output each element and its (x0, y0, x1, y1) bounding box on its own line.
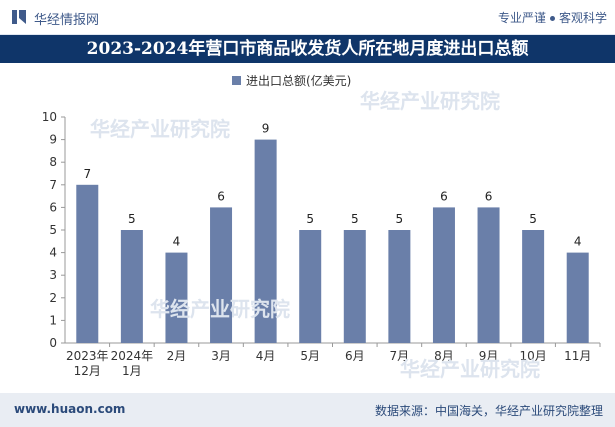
y-tick-label: 0 (49, 336, 57, 350)
bar (76, 184, 99, 343)
bar (566, 252, 589, 343)
chart-title: 2023-2024年营口市商品收发货人所在地月度进出口总额 (0, 35, 615, 63)
y-tick-label: 9 (49, 133, 57, 147)
legend-label: 进出口总额(亿美元) (246, 73, 351, 88)
x-tick-label: 10月 (519, 349, 546, 363)
x-tick-label: 3月 (211, 349, 231, 363)
bar (210, 207, 233, 343)
y-tick-label: 10 (42, 110, 57, 124)
x-tick-label: 9月 (479, 349, 499, 363)
x-tick-label: 8月 (434, 349, 454, 363)
y-tick-label: 2 (49, 291, 57, 305)
bar-chart: 进出口总额(亿美元) 0 1 2 3 4 5 6 7 8 9 10 7 2023年 12月 5 2024年 1月 4… (42, 73, 601, 378)
y-tick-label: 1 (49, 313, 57, 327)
y-tick-label: 8 (49, 155, 57, 169)
data-label: 9 (262, 122, 270, 136)
footer: www.huaon.com 数据来源：中国海关，华经产业研究院整理 (0, 393, 615, 427)
data-label: 6 (440, 189, 448, 203)
dot-icon (549, 16, 555, 21)
data-label: 4 (574, 235, 582, 249)
y-tick-label: 6 (49, 200, 57, 214)
x-tick-label: 2023年 12月 (66, 349, 109, 378)
footer-site-link[interactable]: www.huaon.com (14, 402, 126, 416)
top-bar: 华经情报网 专业严谨 客观科学 (0, 0, 615, 35)
data-label: 5 (128, 212, 136, 226)
y-tick-label: 5 (49, 223, 57, 237)
x-tick-label: 2024年 1月 (111, 349, 154, 378)
bar (165, 252, 188, 343)
data-label: 7 (83, 167, 91, 181)
y-tick-label: 3 (49, 268, 57, 282)
bar (522, 230, 545, 343)
data-label: 4 (173, 235, 181, 249)
x-tick-label: 2月 (167, 349, 187, 363)
data-label: 5 (529, 212, 537, 226)
legend-swatch (232, 76, 241, 85)
data-label: 6 (217, 189, 225, 203)
data-label: 5 (306, 212, 314, 226)
bar (254, 139, 277, 343)
tagline-left: 专业严谨 (497, 11, 546, 25)
tagline-right: 客观科学 (558, 11, 607, 25)
bar (343, 230, 366, 343)
brand-name[interactable]: 华经情报网 (34, 13, 100, 28)
y-tick-label: 7 (49, 178, 57, 192)
bar (299, 230, 322, 343)
data-label: 5 (351, 212, 359, 226)
y-tick-label: 4 (49, 246, 57, 260)
bar (477, 207, 500, 343)
x-tick-label: 7月 (390, 349, 410, 363)
x-tick-label: 4月 (256, 349, 276, 363)
bar (120, 230, 143, 343)
x-tick-label: 5月 (300, 349, 320, 363)
data-label: 5 (396, 212, 404, 226)
x-tick-label: 11月 (564, 349, 591, 363)
x-tick-label: 6月 (345, 349, 365, 363)
tagline: 专业严谨 客观科学 (498, 9, 607, 26)
footer-source: 数据来源：中国海关，华经产业研究院整理 (374, 404, 603, 418)
bar (432, 207, 455, 343)
legend: 进出口总额(亿美元) (232, 73, 351, 88)
brand-logo-icon (12, 10, 26, 24)
bar (388, 230, 411, 343)
chart-area: 华经产业研究院 华经产业研究院 华经产业研究院 华经产业研究院 进出口总额(亿美… (0, 63, 615, 393)
data-label: 6 (485, 189, 493, 203)
